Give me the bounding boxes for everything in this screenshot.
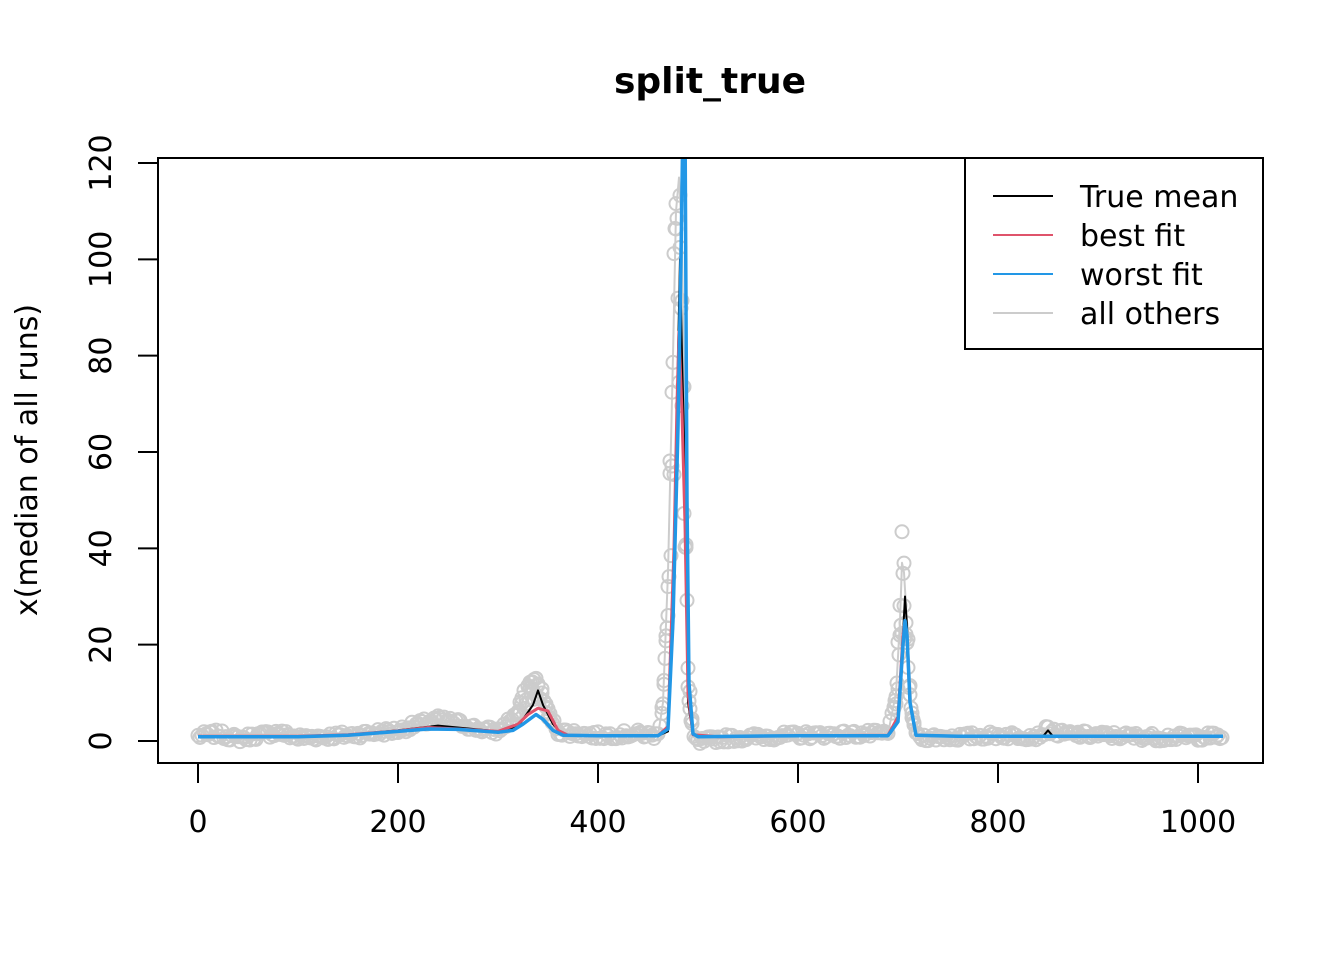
other-run-point [669, 210, 685, 226]
legend-label: worst fit [1080, 258, 1203, 293]
x-tick-label: 200 [369, 805, 426, 840]
other-run-point [672, 113, 685, 126]
series-lines [197, 158, 1224, 744]
y-axis-label: x(median of all runs) [10, 304, 45, 616]
y-tick-label: 40 [84, 529, 119, 567]
y-tick-label: 60 [84, 433, 119, 471]
y-axis: 0 20 40 60 80 100 120 [84, 134, 159, 751]
other-run-point [832, 730, 848, 746]
legend-label: best fit [1080, 219, 1185, 254]
legend-box [964, 157, 1264, 350]
y-tick-label: 100 [84, 231, 119, 288]
x-tick-label: 800 [969, 805, 1026, 840]
x-axis: 0 200 400 600 800 1000 [188, 762, 1236, 840]
x-tick-label: 1000 [1160, 805, 1236, 840]
other-run-point [520, 678, 536, 694]
y-tick-label: 20 [84, 626, 119, 664]
series-line-worst-fit [198, 158, 1223, 739]
x-tick-label: 600 [769, 805, 826, 840]
other-run-point [894, 524, 910, 540]
legend-label: all others [1080, 297, 1220, 332]
y-tick-label: 80 [84, 337, 119, 375]
legend: True mean best fit worst fit all others [964, 157, 1264, 350]
x-tick-label: 0 [188, 805, 207, 840]
other-run-point [663, 548, 679, 564]
x-tick-label: 400 [569, 805, 626, 840]
legend-label: True mean [1079, 180, 1238, 215]
series-line-best-fit [198, 330, 1223, 739]
y-tick-label: 0 [84, 731, 119, 750]
chart-title: split_true [614, 61, 806, 102]
y-tick-label: 120 [84, 134, 119, 191]
